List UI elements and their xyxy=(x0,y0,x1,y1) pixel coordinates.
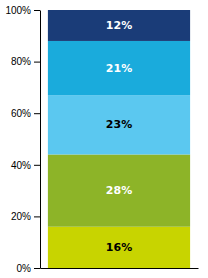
plot: 16% 28% 23% 21% 12% 0% 20% 40% 60% 80% 100% xyxy=(5,5,198,274)
data-label: 21% xyxy=(106,62,132,75)
y-tick: 80% xyxy=(11,56,40,67)
y-tick-label: 20% xyxy=(11,211,31,222)
data-labels: 16% 28% 23% 21% 12% xyxy=(106,19,132,254)
y-tick-label: 60% xyxy=(11,108,31,119)
y-tick-mark xyxy=(34,165,40,166)
y-tick-label: 0% xyxy=(17,263,32,274)
y-tick: 20% xyxy=(11,211,40,222)
y-tick-label: 40% xyxy=(11,160,31,171)
y-tick: 100% xyxy=(5,5,40,16)
bar-segment xyxy=(48,95,190,154)
y-axis-line xyxy=(40,11,41,269)
chart: 16% 28% 23% 21% 12% 0% 20% 40% 60% 80% 100% xyxy=(0,0,208,278)
data-label: 28% xyxy=(106,184,132,197)
y-tick: 0% xyxy=(17,263,40,274)
y-axis: 0% 20% 40% 60% 80% 100% xyxy=(5,5,40,274)
bar-segment xyxy=(48,10,190,41)
y-tick-mark xyxy=(34,10,40,11)
y-tick-mark xyxy=(34,268,40,269)
y-tick-mark xyxy=(34,113,40,114)
x-axis-line xyxy=(41,268,199,269)
data-label: 12% xyxy=(106,19,132,32)
y-tick-mark xyxy=(34,216,40,217)
data-label: 23% xyxy=(106,118,132,131)
bar-segment xyxy=(48,227,190,268)
y-tick-mark xyxy=(34,62,40,63)
bar-segment xyxy=(48,154,190,226)
y-tick: 60% xyxy=(11,108,40,119)
data-label: 16% xyxy=(106,241,132,254)
y-tick-label: 100% xyxy=(5,5,31,16)
bar-segment xyxy=(48,41,190,95)
y-tick-label: 80% xyxy=(11,56,31,67)
y-tick: 40% xyxy=(11,160,40,171)
bars xyxy=(48,10,190,268)
x-axis xyxy=(41,268,199,269)
